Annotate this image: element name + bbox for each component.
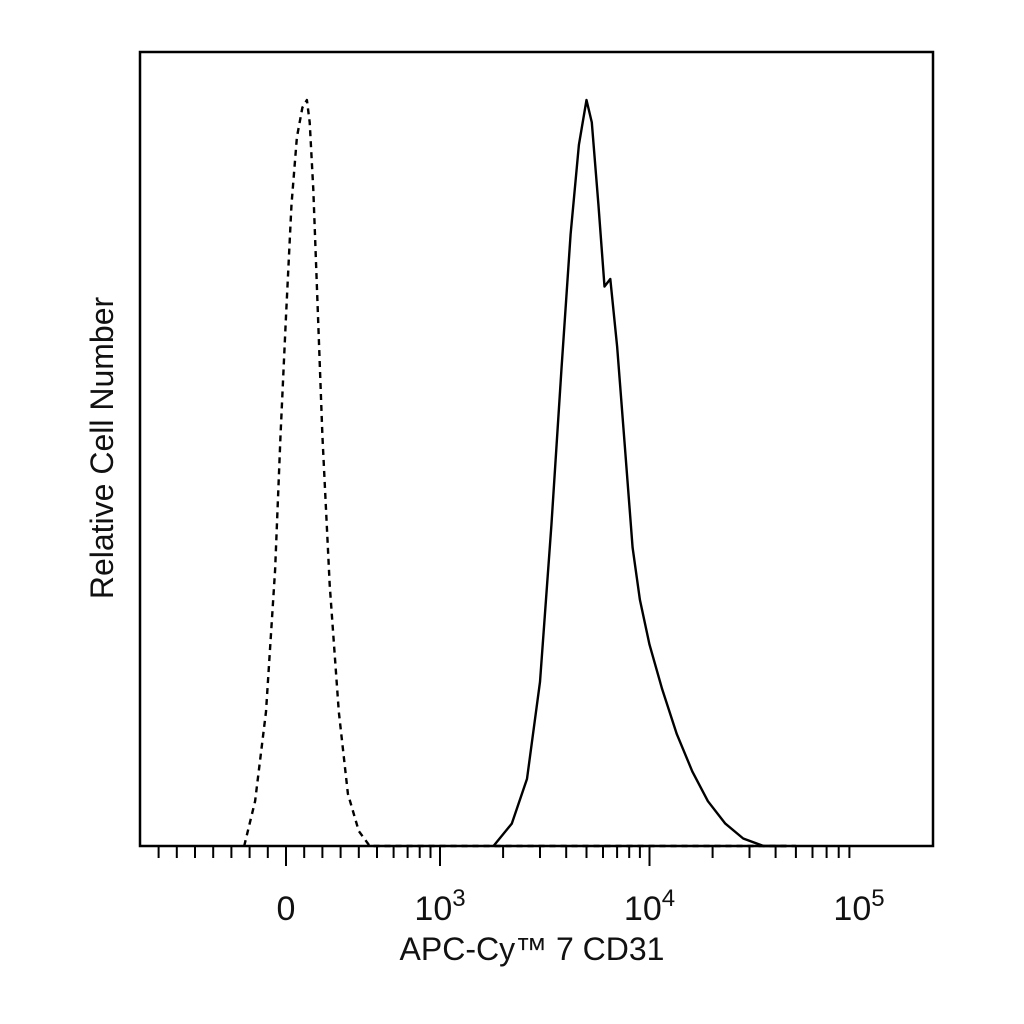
x-tick-label-exponent: 3 [452, 885, 465, 912]
x-axis-tick-labels: 0 103 104 105 [277, 885, 885, 928]
x-tick-label-base: 10 [833, 890, 871, 928]
x-tick-label-base: 10 [624, 890, 662, 928]
x-tick-label: 105 [833, 885, 884, 928]
x-tick-label: 0 [277, 890, 296, 928]
x-tick-label-base: 0 [277, 890, 296, 928]
x-axis-label: APC-Cy™ 7 CD31 [400, 931, 665, 967]
y-axis-label: Relative Cell Number [84, 296, 120, 599]
x-tick-label-exponent: 4 [662, 885, 675, 912]
x-tick-label: 103 [414, 885, 465, 928]
x-axis-ticks [157, 846, 851, 866]
x-tick-label: 104 [624, 885, 675, 928]
series-solid-line [492, 98, 787, 848]
x-tick-label-exponent: 5 [871, 885, 884, 912]
x-tick-label-base: 10 [414, 890, 452, 928]
series-dashed-line [243, 98, 796, 848]
series-layer [243, 98, 796, 848]
plot-frame [138, 50, 935, 848]
